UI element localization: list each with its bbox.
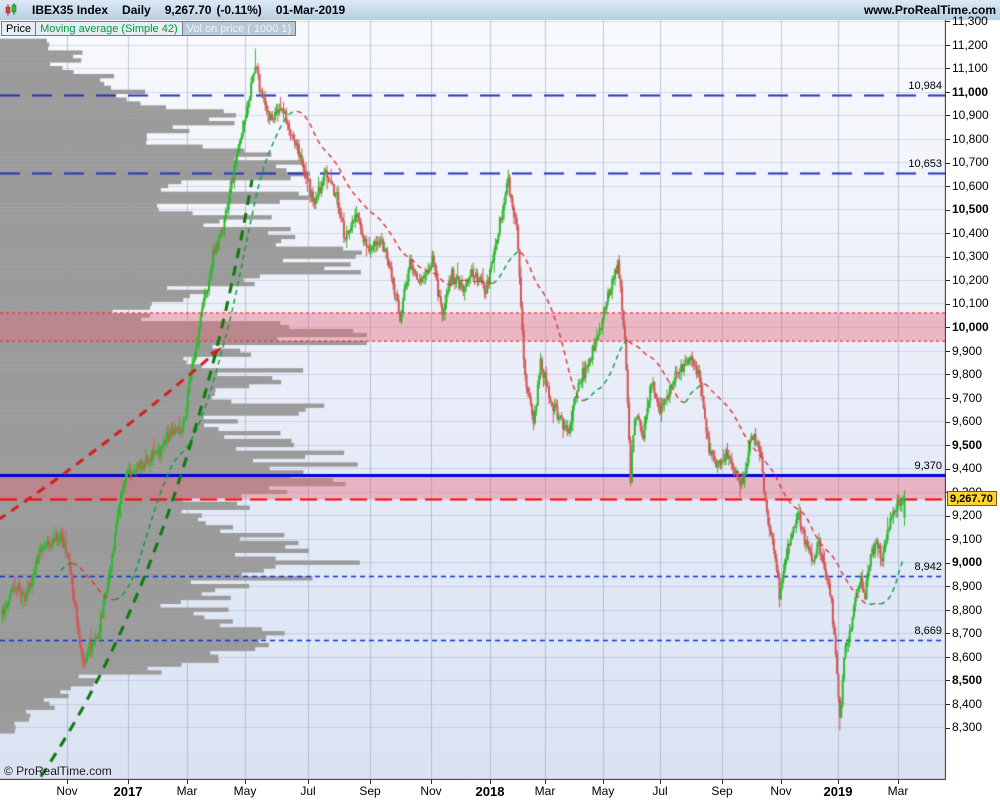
time-tick-label: Nov [56, 784, 78, 798]
time-tick-mark [431, 780, 432, 784]
title-bar: IBEX35 Index Daily 9,267.70 (-0.11%) 01-… [0, 0, 1000, 21]
time-tick-label: Mar [887, 784, 909, 798]
price-tick-label: 8,900 [946, 579, 982, 593]
price-tick-label: 8,500 [946, 673, 982, 687]
change-percent: (-0.11%) [216, 3, 262, 17]
price-tick-label: 10,000 [946, 320, 989, 334]
time-tick-mark [187, 780, 188, 784]
time-tick-label: Sep [359, 784, 381, 798]
price-tick-label: 10,300 [946, 249, 989, 263]
level-price-label: 10,984 [908, 80, 942, 93]
time-tick-mark [898, 780, 899, 784]
price-tick-label: 10,800 [946, 132, 989, 146]
time-tick-label: Nov [420, 784, 442, 798]
price-tick-label: 11,200 [946, 38, 988, 52]
time-tick-mark [128, 780, 129, 784]
price-tick-label: 9,400 [946, 461, 982, 475]
chart-plot-area: Price Moving average (Simple 42) Vol on … [0, 20, 946, 780]
price-tick-label: 9,100 [946, 532, 982, 546]
time-tick-mark [838, 780, 839, 784]
time-tick-mark [245, 780, 246, 784]
price-tick-label: 9,900 [946, 344, 982, 358]
time-tick-label: 2017 [113, 784, 143, 799]
time-tick-mark [308, 780, 309, 784]
price-axis[interactable]: 8,300 8,400 8,500 8,600 8,700 8,800 8,900 9,000… [946, 14, 1000, 780]
time-tick-label: Nov [770, 784, 792, 798]
date-label: 01-Mar-2019 [275, 3, 346, 17]
time-tick-mark [722, 780, 723, 784]
time-tick-label: May [591, 784, 615, 798]
prorealtime-watermark: © ProRealTime.com [4, 764, 112, 778]
time-tick-mark [490, 780, 491, 784]
price-tick-label: 11,300 [946, 14, 988, 28]
candlestick-chart-icon [4, 3, 18, 17]
current-price-tag: 9,267.70 [947, 491, 997, 507]
tab-moving-average[interactable]: Moving average (Simple 42) [36, 21, 183, 36]
price-tick-label: 10,200 [946, 273, 989, 287]
tab-price[interactable]: Price [1, 21, 37, 36]
level-price-label: 9,370 [914, 460, 942, 473]
price-tick-label: 9,600 [946, 414, 982, 428]
price-tick-label: 9,000 [946, 555, 982, 569]
website-link[interactable]: www.ProRealTime.com [863, 3, 996, 17]
last-price: 9,267.70 [164, 3, 212, 17]
price-tick-label: 8,300 [946, 720, 982, 734]
time-tick-mark [603, 780, 604, 784]
price-tick-label: 8,600 [946, 650, 982, 664]
time-tick-mark [370, 780, 371, 784]
level-price-label: 10,653 [908, 158, 942, 171]
price-tick-label: 8,700 [946, 626, 982, 640]
price-tick-label: 11,100 [946, 61, 988, 75]
instrument-name: IBEX35 Index [32, 3, 109, 17]
time-tick-label: Jul [300, 784, 316, 798]
indicator-legend: Price Moving average (Simple 42) Vol on … [1, 21, 297, 36]
price-tick-label: 10,100 [946, 296, 989, 310]
timeframe-label: Daily [122, 3, 151, 17]
price-tick-label: 9,700 [946, 391, 982, 405]
time-tick-label: Mar [534, 784, 556, 798]
time-tick-label: Mar [176, 784, 198, 798]
price-tick-label: 10,900 [946, 108, 989, 122]
price-tick-label: 8,800 [946, 603, 982, 617]
price-tick-label: 10,600 [946, 179, 989, 193]
time-axis[interactable]: Nov 2017 Mar May Jul Sep Nov 2018 Mar May Jul Sep No… [0, 780, 946, 800]
price-tick-label: 9,200 [946, 508, 982, 522]
time-tick-mark [781, 780, 782, 784]
price-tick-label: 9,500 [946, 438, 982, 452]
time-tick-mark [67, 780, 68, 784]
price-tick-label: 11,000 [946, 85, 988, 99]
price-tick-label: 8,400 [946, 697, 982, 711]
price-chart-canvas[interactable] [0, 20, 946, 780]
level-price-label: 8,942 [914, 561, 942, 574]
price-tick-label: 10,700 [946, 155, 989, 169]
time-tick-label: 2018 [475, 784, 505, 799]
time-tick-label: 2019 [823, 784, 853, 799]
time-tick-mark [660, 780, 661, 784]
price-tick-label: 10,500 [946, 202, 989, 216]
time-tick-mark [545, 780, 546, 784]
price-tick-label: 10,400 [946, 226, 989, 240]
tab-vol-on-price[interactable]: Vol on price ( 1000 1) [182, 21, 297, 36]
price-tick-label: 9,800 [946, 367, 982, 381]
time-tick-label: May [233, 784, 257, 798]
time-tick-label: Jul [652, 784, 668, 798]
time-tick-label: Sep [711, 784, 733, 798]
level-price-label: 8,669 [914, 625, 942, 638]
